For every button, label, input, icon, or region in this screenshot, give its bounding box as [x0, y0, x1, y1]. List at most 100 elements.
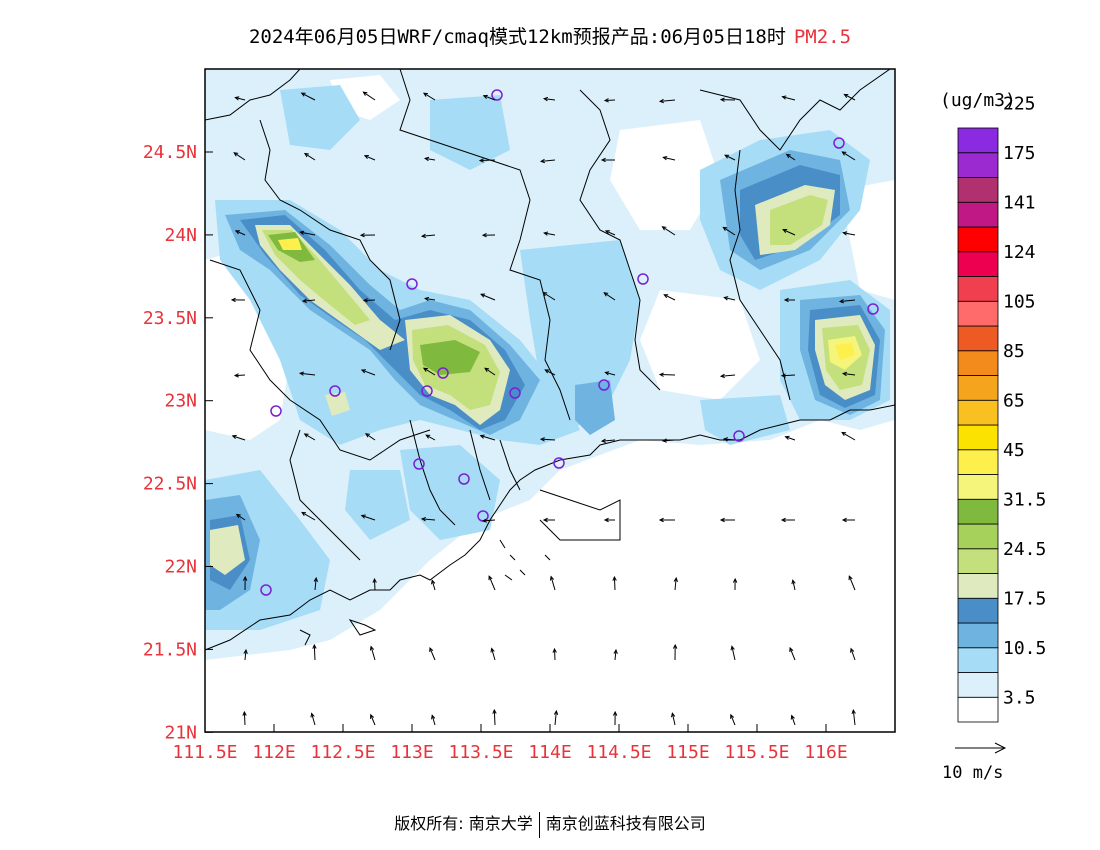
wind-arrow-head: [603, 517, 609, 523]
wind-arrow: [613, 576, 616, 591]
wind-arrow-head: [604, 371, 610, 376]
wind-arrow-head: [539, 158, 545, 164]
wind-arrow-head: [851, 708, 856, 715]
wind-arrow-head: [479, 434, 485, 439]
wind-arrow: [300, 231, 316, 236]
wind-arrow: [304, 153, 316, 161]
wind-arrow: [724, 154, 736, 161]
wind-arrow-head: [359, 232, 365, 238]
wind-arrow: [842, 151, 856, 161]
wind-arrow-head: [791, 579, 796, 585]
wind-arrow-head: [658, 98, 664, 104]
title-variable: PM2.5: [793, 26, 852, 48]
wind-arrow: [724, 297, 736, 301]
wind-arrow-head: [780, 373, 786, 378]
title-main: 2024年06月05日WRF/cmaq模式12km预报产品:06月05日18时: [248, 26, 786, 48]
wind-arrow: [491, 648, 496, 661]
wind-arrow: [483, 95, 496, 101]
wind-arrow-head: [360, 369, 366, 374]
wind-arrow: [730, 714, 736, 726]
wind-arrow: [605, 371, 616, 376]
wind-arrow: [364, 155, 376, 161]
wind-arrow-head: [363, 155, 369, 160]
colorbar-label: 105: [1003, 291, 1036, 312]
wind-arrow: [243, 711, 246, 726]
lon-tick-label: 112.5E: [310, 742, 375, 763]
wind-arrow-head: [420, 233, 426, 239]
wind-arrow-head: [661, 438, 667, 443]
wind-arrow: [602, 439, 616, 442]
wind-arrow-head: [539, 437, 545, 442]
colorbar-swatch: [957, 177, 999, 203]
wind-arrow-head: [848, 575, 853, 581]
wind-arrow-head: [242, 575, 248, 581]
colorbar-swatch: [957, 325, 999, 352]
wind-arrow: [488, 575, 496, 591]
lon-tick-label: 114E: [528, 742, 571, 763]
wind-arrow-head: [231, 434, 237, 440]
wind-arrow: [480, 435, 496, 441]
wind-arrow-head: [233, 152, 239, 157]
wind-arrow: [361, 515, 376, 521]
wind-arrow: [233, 152, 246, 161]
colorbar-swatch: [957, 696, 999, 723]
colorbar-label: 3.5: [1003, 687, 1036, 708]
wind-arrow-head: [663, 294, 669, 299]
lon-tick-label: 113E: [390, 742, 433, 763]
wind-arrow-head: [301, 298, 307, 304]
wind-arrow-head: [300, 92, 306, 97]
lat-tick-label: 22.5N: [143, 474, 197, 495]
wind-arrow-head: [423, 156, 430, 162]
colorbar-swatch: [957, 498, 999, 525]
footer-separator: [538, 811, 540, 838]
wind-arrow-head: [850, 647, 855, 653]
wind-arrow-head: [670, 712, 676, 718]
wind-arrow: [840, 299, 856, 302]
wind-arrow: [429, 647, 436, 661]
lon-tick-label: 112E: [252, 742, 295, 763]
wind-arrow-head: [313, 576, 319, 582]
wind-arrow-head: [553, 709, 559, 715]
wind-arrow-head: [842, 231, 848, 236]
wind-arrow: [303, 299, 316, 302]
wind-arrow: [554, 711, 557, 726]
wind-arrow: [843, 232, 856, 236]
wind-arrow: [431, 580, 436, 591]
wind-arrow-head: [488, 575, 493, 581]
wind-arrow: [425, 157, 436, 161]
wind-arrow: [662, 226, 676, 236]
wind-arrow: [370, 646, 376, 661]
wind-arrow: [426, 434, 436, 441]
chart-title: 2024年06月05日WRF/cmaq模式12km预报产品:06月05日18时 P…: [0, 22, 1100, 49]
colorbar-label: 45: [1003, 440, 1025, 461]
colorbar-swatch: [957, 573, 999, 599]
wind-arrow-head: [673, 576, 679, 582]
wind-arrow-head: [552, 647, 557, 653]
wind-arrow-head: [612, 710, 618, 716]
wind-arrow-head: [243, 648, 248, 654]
wind-arrow: [314, 578, 317, 591]
wind-arrow: [674, 578, 677, 591]
wind-arrow: [545, 369, 556, 376]
lon-tick-label: 115E: [666, 742, 709, 763]
colorbar-label: 10.5: [1003, 638, 1046, 659]
wind-arrow-head: [298, 371, 305, 376]
wind-arrow-head: [230, 297, 236, 303]
wind-arrow-head: [481, 518, 487, 523]
lat-tick-label: 21N: [164, 722, 197, 743]
lat-tick-label: 24N: [164, 225, 197, 246]
wind-arrow: [373, 578, 376, 591]
wind-arrow-head: [420, 516, 426, 522]
wind-arrow-head: [719, 517, 725, 523]
wind-arrow-head: [234, 230, 240, 235]
wind-arrow-head: [312, 643, 317, 649]
wind-arrow: [791, 715, 796, 726]
wind-arrow-head: [362, 91, 368, 96]
wind-arrow-head: [544, 369, 550, 374]
wind-arrow: [313, 644, 316, 661]
wind-arrow-head: [658, 372, 664, 377]
lat-tick-label: 23.5N: [143, 308, 197, 329]
colorbar-swatch: [957, 622, 999, 649]
wind-arrow: [544, 232, 556, 236]
